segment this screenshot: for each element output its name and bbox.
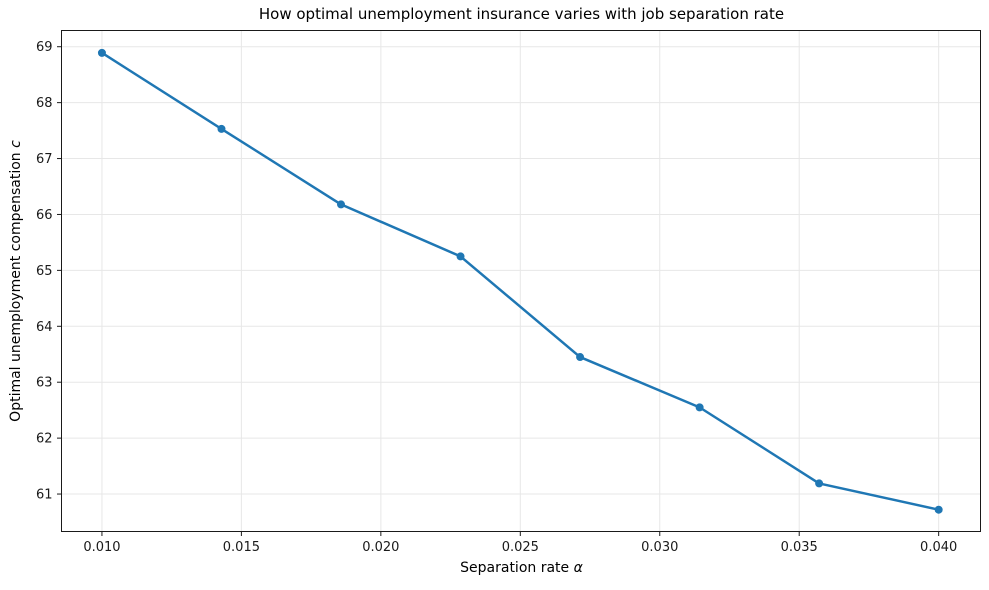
plot-area-border (61, 30, 981, 532)
series-line (100, 51, 940, 511)
data-point-marker (97, 48, 106, 57)
data-point-marker (456, 252, 465, 261)
y-tick-label: 67 (36, 152, 53, 167)
x-tick-label: 0.040 (920, 540, 957, 555)
chart-title: How optimal unemployment insurance varie… (258, 5, 785, 23)
data-point-marker (695, 403, 704, 412)
x-tick-label: 0.015 (223, 540, 260, 555)
data-point-marker (576, 353, 585, 362)
x-tick-label: 0.020 (362, 540, 399, 555)
data-point-marker (217, 124, 226, 133)
data-point-marker (336, 200, 345, 209)
y-tick-label: 65 (36, 264, 53, 279)
data-point-marker (934, 505, 943, 514)
y-axis-label-c-symbol: c (8, 140, 24, 148)
y-tick-label: 69 (36, 40, 53, 55)
data-point-marker (815, 479, 824, 488)
x-tick-label: 0.010 (83, 540, 120, 555)
y-tick-label: 68 (36, 96, 53, 111)
y-tick-label: 64 (36, 320, 53, 335)
x-axis-label-alpha-symbol: α (573, 560, 583, 576)
y-tick-label: 62 (36, 432, 53, 447)
y-tick-label: 66 (36, 208, 53, 223)
x-tick-label: 0.035 (781, 540, 818, 555)
y-axis-label: Optimal unemployment compensation c (8, 140, 24, 422)
y-axis-label-text: Optimal unemployment compensation (8, 147, 24, 422)
y-tick-label: 61 (36, 488, 53, 503)
x-tick-label: 0.030 (641, 540, 678, 555)
x-tick-label: 0.025 (502, 540, 539, 555)
x-axis-label-text: Separation rate (460, 560, 574, 576)
y-tick-label: 63 (36, 376, 53, 391)
x-axis-label: Separation rate α (62, 560, 981, 576)
